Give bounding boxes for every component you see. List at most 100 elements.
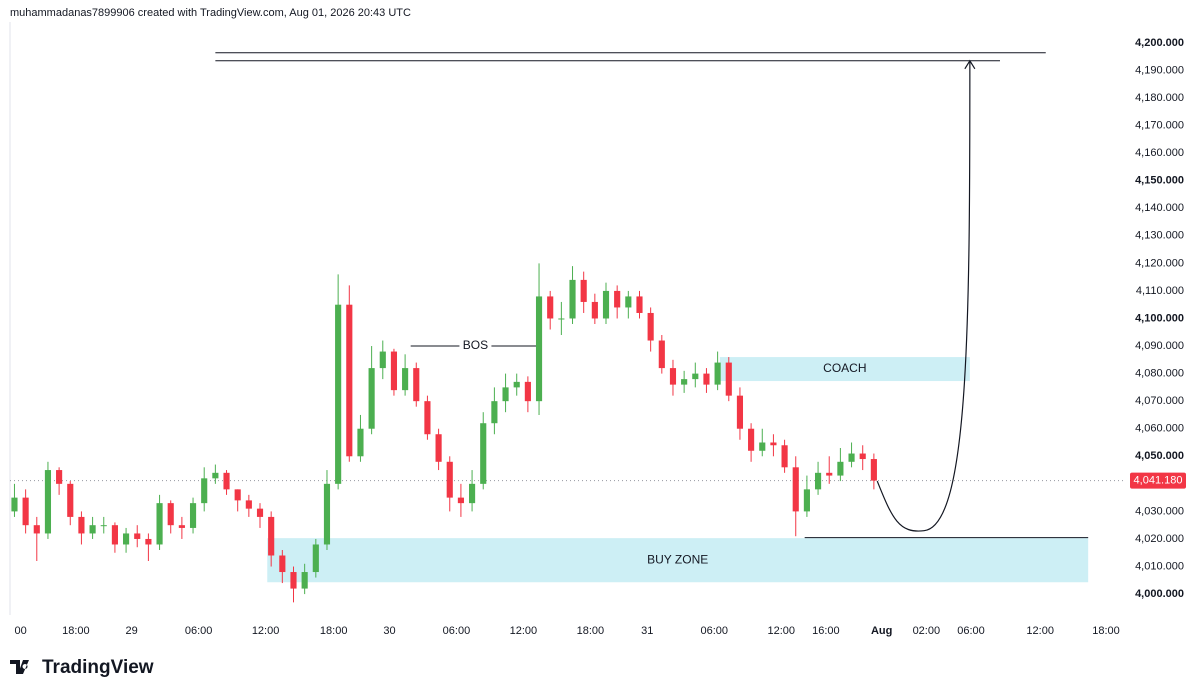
- candle-body: [44, 470, 52, 534]
- last-price-box: [1130, 472, 1186, 489]
- candle-body: [145, 538, 152, 545]
- logo-text: TradingView: [42, 657, 154, 678]
- candle-body: [669, 368, 677, 385]
- y-tick-label: 4,120.000: [1135, 257, 1184, 269]
- candle-body: [390, 351, 398, 391]
- x-tick-label: 29: [126, 625, 138, 637]
- candle-body: [178, 525, 185, 528]
- candle-body: [837, 461, 844, 476]
- candle-body: [256, 508, 264, 517]
- candle-body: [547, 296, 554, 319]
- candle-body: [189, 503, 197, 528]
- candle-body: [748, 428, 755, 451]
- candle-body: [234, 489, 241, 501]
- candle-body: [469, 483, 476, 504]
- x-tick-label: 18:00: [1092, 625, 1120, 637]
- y-tick-label: 4,090.000: [1135, 340, 1184, 352]
- y-tick-label: 4,050.000: [1135, 450, 1184, 462]
- candle-body: [480, 423, 487, 484]
- x-tick-label: 12:00: [1026, 625, 1054, 637]
- candle-body: [759, 442, 766, 451]
- candle-body: [67, 483, 74, 517]
- candle-body: [513, 381, 520, 388]
- x-tick-label: 12:00: [252, 625, 280, 637]
- candle-body: [346, 304, 353, 457]
- candle-body: [591, 301, 598, 319]
- x-tick-label: 31: [641, 625, 653, 637]
- x-tick-label: 06:00: [957, 625, 985, 637]
- candle-body: [826, 472, 833, 476]
- candle-body: [580, 279, 587, 302]
- candle-body: [491, 401, 498, 424]
- projection-arrow: [876, 60, 971, 532]
- header-text: muhammadanas7899906 created with Trading…: [10, 7, 411, 19]
- y-tick-label: 4,060.000: [1135, 423, 1184, 435]
- candle-body: [535, 296, 543, 402]
- zone: [719, 357, 970, 382]
- y-tick-label: 4,200.000: [1135, 37, 1184, 49]
- candle-body: [681, 379, 688, 385]
- candle-body: [245, 500, 252, 509]
- candle-body: [725, 362, 732, 396]
- candle-body: [78, 516, 85, 534]
- y-tick-label: 4,100.000: [1135, 312, 1184, 324]
- y-tick-label: 4,080.000: [1135, 368, 1184, 380]
- y-tick-label: 4,160.000: [1135, 147, 1184, 159]
- candle-body: [558, 318, 565, 320]
- candle-body: [803, 489, 810, 512]
- x-tick-label: 06:00: [443, 625, 471, 637]
- candle-body: [301, 572, 308, 589]
- y-tick-label: 4,150.000: [1135, 175, 1184, 187]
- candle-body: [368, 368, 375, 429]
- tradingview-logo: TradingView: [10, 657, 154, 678]
- candle-body: [268, 516, 275, 556]
- candle-body: [167, 503, 174, 526]
- candle-body: [814, 472, 822, 490]
- candle-body: [11, 497, 18, 512]
- candle-body: [212, 472, 219, 479]
- candle-body: [123, 533, 130, 545]
- y-tick-label: 4,180.000: [1135, 92, 1184, 104]
- logo-icon: [10, 660, 29, 674]
- x-tick-label: 00: [14, 625, 26, 637]
- candle-body: [435, 434, 442, 462]
- candle-body: [870, 459, 877, 481]
- x-tick-label: 12:00: [510, 625, 538, 637]
- candle-body: [647, 312, 654, 341]
- candle-body: [223, 472, 230, 490]
- x-tick-label: 06:00: [185, 625, 213, 637]
- candle-body: [156, 503, 163, 545]
- candle-body: [279, 555, 286, 573]
- candle-body: [379, 351, 386, 369]
- x-tick-label: 18:00: [320, 625, 348, 637]
- candle-body: [56, 470, 63, 484]
- candle-body: [692, 373, 699, 380]
- candle-body: [323, 483, 331, 545]
- x-tick-label: 12:00: [767, 625, 795, 637]
- y-tick-label: 4,190.000: [1135, 64, 1184, 76]
- candle-body: [312, 544, 319, 573]
- candle-body: [134, 533, 141, 539]
- zone-label: COACH: [823, 361, 866, 375]
- last-price-label: 4,041.180: [1134, 474, 1183, 486]
- candle-body: [770, 442, 777, 446]
- x-tick-label: 02:00: [913, 625, 941, 637]
- candle-body: [201, 478, 208, 504]
- y-tick-label: 4,000.000: [1135, 588, 1184, 600]
- candle-body: [658, 340, 665, 369]
- y-tick-label: 4,010.000: [1135, 560, 1184, 572]
- candle-body: [357, 428, 364, 457]
- candle-body: [290, 572, 297, 589]
- y-tick-label: 4,110.000: [1136, 285, 1184, 297]
- candle-body: [89, 525, 96, 534]
- x-tick-label: 16:00: [812, 625, 840, 637]
- zone-label: BUY ZONE: [647, 552, 708, 566]
- bos-label: BOS: [463, 338, 488, 352]
- arrow-head: [964, 59, 976, 70]
- x-tick-label: 06:00: [701, 625, 729, 637]
- candle-body: [100, 525, 107, 527]
- candle-body: [625, 296, 632, 308]
- candle-body: [792, 467, 799, 512]
- candle-body: [22, 497, 29, 526]
